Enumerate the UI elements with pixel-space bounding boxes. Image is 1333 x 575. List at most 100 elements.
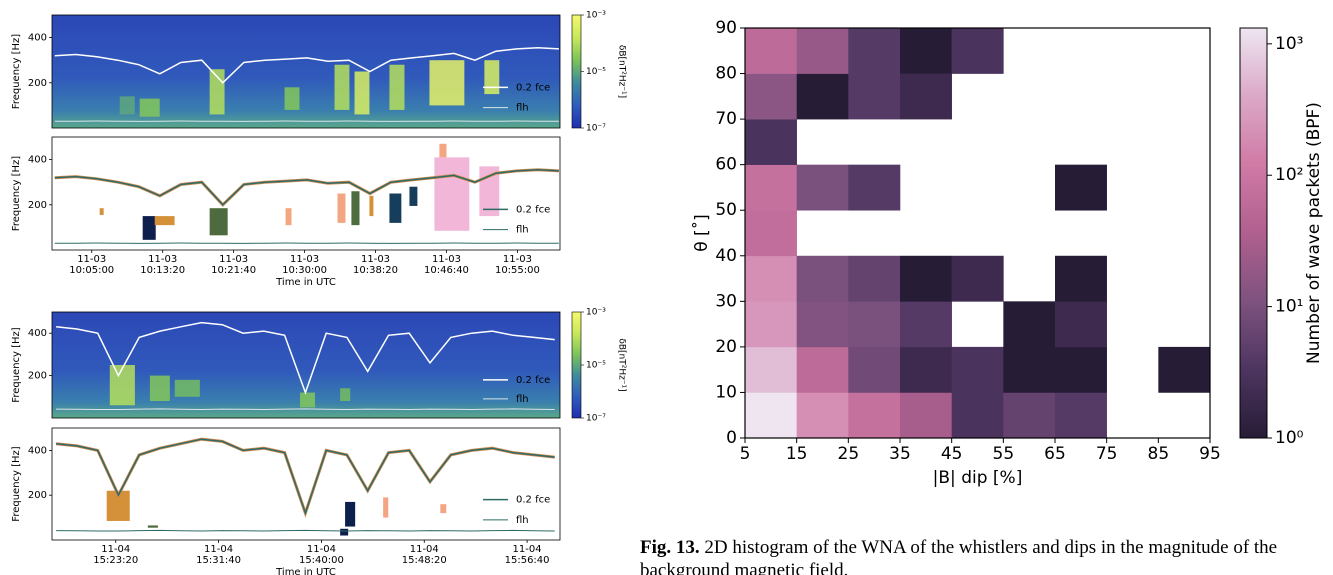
histogram-cell <box>1055 346 1107 393</box>
histogram-cell <box>951 28 1004 74</box>
wave-packet <box>340 528 349 536</box>
wave-packet <box>154 216 175 226</box>
detection-background <box>52 137 560 250</box>
x-tick-label: 25 <box>838 444 860 464</box>
y-tick-label: 20 <box>715 337 737 357</box>
x-tick-label: 11-03 10:05:00 <box>69 254 115 276</box>
wave-packet <box>383 497 389 518</box>
x-tick-label: 11-04 15:23:20 <box>93 544 139 566</box>
wave-packet <box>439 143 447 158</box>
colorbar-tick-label: 10¹ <box>1275 297 1303 317</box>
wave-packet <box>285 208 292 226</box>
y-tick-label: 70 <box>715 109 737 129</box>
wave-packet <box>369 195 374 217</box>
wave-packet <box>345 501 356 527</box>
y-tick-label: 40 <box>715 246 737 266</box>
panel-plot <box>52 312 560 418</box>
spectral-burst <box>340 388 351 402</box>
histogram-cell <box>848 255 901 302</box>
panel-frame <box>51 14 561 129</box>
y-tick-label: 200 <box>28 200 47 211</box>
histogram-cell <box>848 73 901 120</box>
spectral-burst <box>484 60 500 95</box>
spectrogram-background <box>52 15 560 128</box>
legend-label: 0.2 fce <box>516 495 550 506</box>
colorbar-label: δB[nT²Hz⁻¹] <box>617 338 627 391</box>
fce-line <box>54 169 559 206</box>
x-tick-label: 11-03 10:38:20 <box>353 254 398 276</box>
x-tick-label: 95 <box>1199 444 1221 464</box>
x-tick-label: 55 <box>993 444 1015 464</box>
spectral-burst <box>300 392 316 408</box>
colorbar <box>1239 27 1268 439</box>
wave-packet <box>434 157 470 231</box>
histogram-cell <box>951 255 1004 302</box>
y-tick-label: 50 <box>715 200 737 220</box>
histogram-cell <box>1003 301 1056 348</box>
x-tick-label: 45 <box>941 444 963 464</box>
colorbar-tick-label: 10⁻⁷ <box>586 124 606 134</box>
histogram-cell <box>796 346 849 393</box>
fce-line <box>56 438 555 516</box>
histogram-cell <box>848 392 901 439</box>
x-tick-label: 15 <box>786 444 808 464</box>
histogram-cell <box>1158 346 1211 393</box>
colorbar <box>571 14 582 129</box>
spectral-burst <box>429 60 465 106</box>
spectral-burst <box>334 64 350 110</box>
histogram-cell <box>900 73 952 120</box>
x-tick-label: 85 <box>1148 444 1170 464</box>
y-tick-label: 400 <box>28 445 47 456</box>
wave-packet <box>209 208 228 236</box>
wave-packet <box>142 216 156 240</box>
wave-packet <box>99 208 104 215</box>
panel-frame <box>51 311 561 419</box>
colorbar-tick-label: 10⁻³ <box>586 308 606 318</box>
wave-packet <box>147 525 158 528</box>
spectral-burst <box>174 379 200 397</box>
histogram-cell <box>1055 164 1107 211</box>
histogram-cell <box>796 73 849 120</box>
wave-packet <box>106 490 130 521</box>
y-tick-label: 0 <box>726 428 737 448</box>
histogram-cell <box>745 73 797 120</box>
colorbar-tick-label: 10⁰ <box>1275 428 1304 448</box>
histogram-cell <box>900 301 952 348</box>
x-tick-label: 65 <box>1044 444 1066 464</box>
x-tick-label: 11-03 10:55:00 <box>494 254 540 276</box>
y-tick-label: 200 <box>28 78 47 89</box>
x-tick-label: 11-03 10:13:20 <box>140 254 186 276</box>
x-tick-label: 5 <box>740 444 751 464</box>
histogram-cell <box>796 164 849 211</box>
histogram-cell <box>745 119 797 165</box>
x-axis-label: Time in UTC <box>275 567 336 575</box>
histogram-cell <box>900 28 952 74</box>
wave-packet <box>409 186 418 206</box>
wave-packet <box>351 191 360 226</box>
x-axis-label: Time in UTC <box>275 277 336 288</box>
x-tick-label: 11-03 10:46:40 <box>424 254 469 276</box>
legend-label: 0.2 fce <box>516 82 550 93</box>
histogram-cell <box>796 392 849 439</box>
flh-line <box>56 529 555 532</box>
caption: Fig. 13. 2D histogram of the WNA of the … <box>640 536 1333 575</box>
x-axis-label: |B| dip [%] <box>933 468 1023 488</box>
colorbar-tick-label: 10⁻⁵ <box>586 361 606 371</box>
x-tick-label: 35 <box>889 444 911 464</box>
histogram-cell <box>848 346 901 393</box>
y-axis-label: Frequency [Hz] <box>11 327 22 403</box>
caption-label: Fig. 13. <box>640 537 700 558</box>
y-tick-label: 400 <box>28 328 47 339</box>
histogram-cell <box>745 210 797 257</box>
fce-line <box>54 47 559 84</box>
histogram-cell <box>745 346 797 393</box>
wave-packet <box>389 193 402 223</box>
histogram-cell <box>745 392 797 439</box>
y-tick-label: 60 <box>715 155 737 175</box>
histogram-cell <box>900 255 952 302</box>
y-axis-label: Frequency [Hz] <box>11 34 22 110</box>
spectral-burst <box>139 98 160 117</box>
y-axis-label: Frequency [Hz] <box>11 156 22 232</box>
